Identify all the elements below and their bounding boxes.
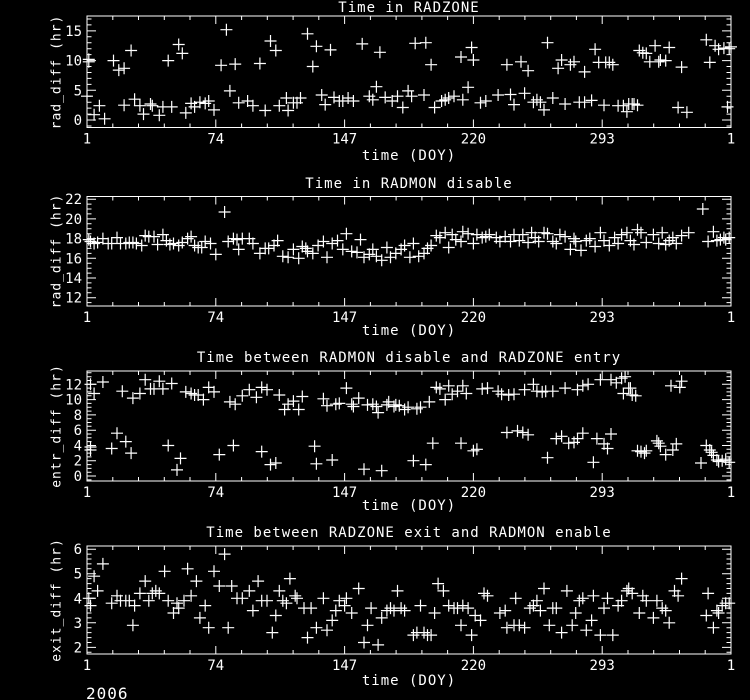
x-tick-label: 1	[83, 132, 91, 148]
y-tick-label: 4	[74, 439, 82, 455]
x-tick-label: 74	[207, 658, 224, 674]
x-tick-label: 293	[590, 310, 615, 326]
x-tick-label: 220	[461, 658, 486, 674]
x-tick-label: 1	[727, 658, 735, 674]
x-tick-label: 293	[590, 485, 615, 501]
x-tick-label: 74	[207, 310, 224, 326]
y-tick-label: 22	[65, 192, 82, 208]
y-tick-label: 0	[74, 113, 82, 129]
plot3-xaxis-label: time (DOY)	[361, 498, 457, 514]
plot4-yaxis-label: exit_diff (hr)	[49, 538, 65, 662]
x-tick-label: 293	[590, 658, 615, 674]
y-tick-label: 10	[65, 393, 82, 409]
axis-ticks	[86, 16, 732, 128]
x-tick-label: 1	[727, 132, 735, 148]
y-tick-label: 12	[65, 291, 82, 307]
y-tick-label: 2	[74, 454, 82, 470]
x-tick-label: 74	[207, 132, 224, 148]
plot3-yaxis-label: entr_diff (hr)	[49, 364, 65, 488]
y-tick-label: 12	[65, 377, 82, 393]
y-tick-label: 4	[74, 591, 82, 607]
y-tick-label: 5	[74, 567, 82, 583]
scatter-points	[82, 203, 736, 267]
scatter-points	[82, 548, 736, 651]
x-tick-label: 220	[461, 310, 486, 326]
y-tick-label: 15	[65, 24, 82, 40]
x-tick-label: 1	[727, 310, 735, 326]
scatter-points	[84, 370, 736, 477]
x-tick-label: 220	[461, 485, 486, 501]
y-tick-label: 10	[65, 54, 82, 70]
plot2-yaxis-label: rad_diff (hr)	[49, 193, 65, 309]
y-tick-label: 2	[74, 640, 82, 656]
y-tick-label: 20	[65, 212, 82, 228]
plot4-xaxis-label: time (DOY)	[361, 673, 457, 689]
x-tick-label: 220	[461, 132, 486, 148]
x-tick-label: 1	[83, 310, 91, 326]
plot4-title: Time between RADZONE exit and RADMON ena…	[206, 525, 612, 541]
x-tick-label: 1	[727, 485, 735, 501]
plot2-xaxis-label: time (DOY)	[361, 323, 457, 339]
y-tick-label: 6	[74, 542, 82, 558]
x-tick-label: 74	[207, 485, 224, 501]
scatter-points	[81, 23, 737, 125]
x-tick-label: 1	[83, 485, 91, 501]
x-tick-label: 147	[332, 485, 357, 501]
y-tick-label: 18	[65, 232, 82, 248]
plot1-title: Time in RADZONE	[338, 0, 480, 16]
x-tick-label: 1	[83, 658, 91, 674]
plot2-title: Time in RADMON disable	[305, 176, 513, 192]
plot-frame	[86, 545, 732, 655]
plot-frame	[86, 15, 732, 128]
x-tick-label: 147	[332, 310, 357, 326]
x-tick-label: 293	[590, 132, 615, 148]
y-tick-label: 14	[65, 271, 82, 287]
plot1-xaxis-label: time (DOY)	[361, 148, 457, 164]
x-tick-label: 147	[332, 132, 357, 148]
y-tick-label: 3	[74, 616, 82, 632]
plot3-title: Time between RADMON disable and RADZONE …	[196, 350, 622, 366]
y-tick-label: 0	[74, 469, 82, 485]
plot1-yaxis-label: rad_diff (hr)	[49, 14, 65, 130]
year-label: 2006	[86, 684, 129, 700]
y-tick-label: 16	[65, 251, 82, 267]
x-tick-label: 147	[332, 658, 357, 674]
plot-frame	[86, 196, 732, 307]
axis-ticks	[86, 546, 732, 654]
y-tick-label: 8	[74, 408, 82, 424]
y-tick-label: 5	[74, 83, 82, 99]
y-tick-label: 6	[74, 423, 82, 439]
axis-ticks	[86, 196, 732, 306]
